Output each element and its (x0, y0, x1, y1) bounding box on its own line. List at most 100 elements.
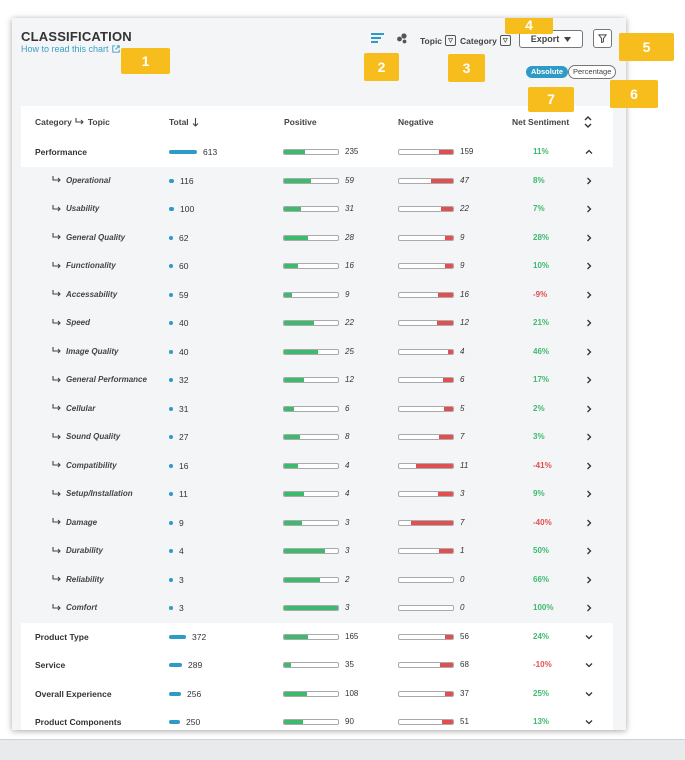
negative-bar-fill (439, 549, 453, 553)
topic-row[interactable]: Image Quality 40 25 4 46% (21, 337, 613, 366)
chevron-down-icon[interactable] (585, 690, 593, 698)
topic-row[interactable]: Accessability 59 9 16 -9% (21, 280, 613, 309)
percentage-toggle[interactable]: Percentage (568, 65, 617, 79)
topic-row[interactable]: Speed 40 22 12 21% (21, 309, 613, 338)
category-row[interactable]: Product Type 372 165 56 24% (21, 622, 613, 651)
subtopic-arrow-icon (52, 261, 61, 268)
category-filter[interactable]: Category ▽ (460, 35, 511, 46)
chevron-right-icon[interactable] (585, 547, 593, 555)
positive-bar-fill (284, 178, 311, 183)
net-sentiment-value: 17% (533, 375, 550, 384)
chevron-right-icon[interactable] (585, 405, 593, 413)
category-topic-header[interactable]: Category Topic (35, 117, 110, 127)
positive-bar-fill (284, 264, 298, 268)
absolute-toggle[interactable]: Absolute (526, 66, 569, 78)
chevron-right-icon[interactable] (585, 462, 593, 470)
chevron-right-icon[interactable] (585, 348, 593, 356)
callout-4: 4 (505, 18, 553, 34)
topic-row[interactable]: Comfort 3 3 0 100% (21, 594, 613, 623)
expand-collapse-all-icon[interactable] (584, 115, 592, 129)
net-sentiment-value: -41% (533, 460, 552, 470)
chevron-right-icon[interactable] (585, 262, 593, 270)
subtopic-arrow-icon (52, 404, 61, 411)
negative-bar-fill (411, 520, 453, 525)
category-row[interactable]: Performance 613 235 159 11% (21, 138, 613, 167)
callout-1: 1 (121, 48, 170, 74)
net-sentiment-header[interactable]: Net Sentiment (512, 117, 570, 127)
positive-bar-fill (284, 349, 318, 354)
negative-value: 56 (460, 631, 469, 641)
topic-row[interactable]: Reliability 3 2 0 66% (21, 565, 613, 594)
positive-bar (283, 491, 339, 497)
topic-row[interactable]: Cellular 31 6 5 2% (21, 394, 613, 423)
chevron-down-icon[interactable] (585, 633, 593, 641)
subtopic-arrow-icon (52, 432, 61, 439)
negative-bar (398, 177, 454, 184)
negative-value: 0 (460, 603, 465, 612)
chevron-right-icon[interactable] (585, 433, 593, 441)
total-bar (169, 520, 173, 525)
export-button[interactable]: Export (519, 30, 583, 48)
negative-value: 4 (460, 346, 465, 356)
positive-bar-fill (284, 463, 298, 468)
topic-row[interactable]: General Quality 62 28 9 28% (21, 223, 613, 252)
chevron-right-icon[interactable] (585, 376, 593, 384)
filter-button[interactable] (593, 29, 612, 48)
chevron-right-icon[interactable] (585, 291, 593, 299)
bubble-view-icon[interactable] (396, 33, 408, 44)
chevron-down-icon[interactable] (585, 718, 593, 726)
topic-header-label: Topic (87, 117, 110, 127)
negative-value: 47 (460, 175, 469, 185)
chevron-right-icon[interactable] (585, 177, 593, 185)
bar-view-icon[interactable] (371, 32, 384, 44)
topic-cell: Image Quality (52, 347, 118, 356)
subtopic-arrow-icon (52, 233, 61, 240)
topic-row[interactable]: Setup/Installation 11 4 3 9% (21, 480, 613, 509)
positive-bar-fill (284, 520, 302, 525)
topic-filter[interactable]: Topic ▽ (420, 35, 457, 46)
chevron-right-icon[interactable] (585, 576, 593, 584)
topic-row[interactable]: Damage 9 3 7 -40% (21, 508, 613, 537)
negative-value: 1 (460, 546, 465, 555)
subtopic-arrow-icon (52, 603, 61, 610)
category-header-label: Category (35, 117, 72, 127)
category-row[interactable]: Service 289 35 68 -10% (21, 651, 613, 680)
positive-header[interactable]: Positive (284, 117, 317, 127)
chevron-down-icon[interactable] (585, 661, 593, 669)
chevron-right-icon[interactable] (585, 319, 593, 327)
chevron-up-icon[interactable] (585, 148, 593, 156)
topic-row[interactable]: Durability 4 3 1 50% (21, 537, 613, 566)
topic-cell: Comfort (52, 603, 97, 612)
chevron-right-icon[interactable] (585, 490, 593, 498)
negative-value: 6 (460, 375, 465, 384)
topic-row[interactable]: General Performance 32 12 6 17% (21, 366, 613, 395)
positive-value: 8 (345, 432, 350, 441)
topic-cell: Usability (52, 204, 99, 213)
topic-row[interactable]: Functionality 60 16 9 10% (21, 252, 613, 281)
negative-value: 9 (460, 232, 465, 242)
total-header[interactable]: Total (169, 117, 199, 127)
category-label: Product Components (35, 717, 122, 727)
how-to-read-link[interactable]: How to read this chart (21, 44, 120, 54)
subtopic-arrow-icon (52, 489, 61, 496)
negative-header[interactable]: Negative (398, 117, 434, 127)
topic-label: Accessability (66, 289, 118, 299)
category-cell: Overall Experience (35, 689, 112, 699)
topic-row[interactable]: Usability 100 31 22 7% (21, 195, 613, 224)
topic-cell: Operational (52, 176, 110, 185)
chevron-right-icon[interactable] (585, 519, 593, 527)
category-row[interactable]: Product Components 250 90 51 13% (21, 708, 613, 730)
topic-row[interactable]: Sound Quality 27 8 7 3% (21, 423, 613, 452)
chevron-right-icon[interactable] (585, 234, 593, 242)
total-value: 32 (179, 375, 189, 385)
topic-row[interactable]: Operational 116 59 47 8% (21, 166, 613, 195)
table-header: Category Topic Total Positive Negative N… (21, 106, 613, 139)
category-row[interactable]: Overall Experience 256 108 37 25% (21, 679, 613, 708)
topic-row[interactable]: Compatibility 16 4 11 -41% (21, 451, 613, 480)
negative-bar-fill (438, 492, 453, 496)
positive-bar (283, 462, 339, 469)
chevron-right-icon[interactable] (585, 604, 593, 612)
topic-label: Image Quality (66, 346, 119, 356)
total-value: 3 (179, 603, 184, 613)
chevron-right-icon[interactable] (585, 205, 593, 213)
